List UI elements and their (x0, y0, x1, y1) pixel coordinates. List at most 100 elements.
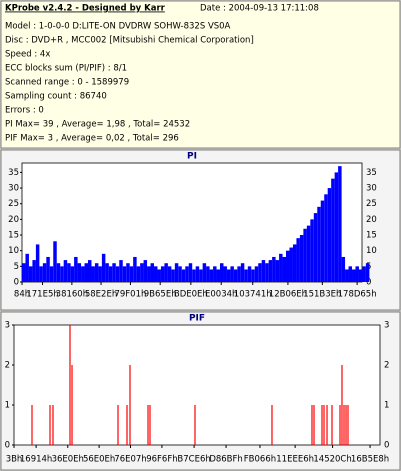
info-line: Speed : 4x (5, 50, 50, 60)
bar (195, 266, 200, 282)
bar (282, 256, 287, 282)
bar (209, 269, 214, 282)
bar (31, 405, 33, 445)
bar (150, 263, 155, 282)
bar (22, 263, 26, 282)
y-tick-label: 30 (8, 184, 19, 194)
bar (28, 266, 33, 282)
x-tick-label: B7CE6h (177, 455, 210, 465)
bar (292, 244, 297, 282)
y2-tick-label: 10 (366, 246, 377, 256)
bar (167, 266, 172, 282)
bar (247, 266, 252, 282)
bar (326, 405, 328, 445)
bar (69, 325, 71, 445)
bar (272, 256, 276, 282)
bar (129, 365, 131, 445)
bar (254, 266, 259, 282)
bar (84, 263, 89, 282)
bar (338, 166, 342, 282)
bar (154, 266, 158, 282)
y-tick-label: 10 (8, 246, 19, 256)
x-tick-label: 96F6Fh (146, 455, 177, 465)
bar (271, 405, 273, 445)
x-tick-label: 76E07h (114, 455, 146, 465)
bar (63, 260, 68, 282)
scan-date: Date : 2004-09-13 17:11:08 (200, 4, 319, 14)
x-tick-label: 16B5E8h (351, 455, 389, 465)
bar (101, 253, 106, 282)
y-tick-label: 5 (14, 262, 19, 272)
x-tick-label: 178D65h (338, 290, 377, 300)
bar (188, 263, 193, 282)
x-tick-label: 84h (14, 290, 30, 300)
bar (105, 263, 109, 282)
bar (126, 405, 128, 445)
bar (74, 256, 78, 282)
y-tick-label: 15 (8, 231, 19, 241)
x-tick-label: 38160h (56, 290, 88, 300)
bar (331, 405, 333, 445)
bar (261, 260, 266, 282)
bar (129, 266, 134, 282)
bar (112, 263, 116, 282)
bar (147, 266, 151, 282)
bar (258, 263, 262, 282)
bar (334, 172, 339, 282)
x-tick-label: FB066h (244, 455, 276, 465)
bar (339, 405, 341, 445)
bar (355, 266, 359, 282)
bar (327, 188, 332, 282)
bar (115, 266, 120, 282)
info-panel (0, 0, 401, 149)
bar (206, 266, 210, 282)
bar (181, 269, 186, 282)
bar (164, 263, 168, 282)
info-line: Model : 1-0-0-0 D:LITE-ON DVDRW SOHW-832… (5, 22, 231, 32)
bar (220, 263, 224, 282)
x-tick-label: BDE0Eh (174, 290, 208, 300)
bar (341, 256, 346, 282)
bar (53, 241, 57, 282)
info-line: PIF Max= 3 , Average= 0,02 , Total= 296 (5, 134, 179, 144)
x-tick-label: 171E5h (26, 290, 58, 300)
bar (192, 269, 196, 282)
bar (303, 228, 307, 282)
bar (133, 256, 137, 282)
bar (275, 260, 280, 282)
bar (77, 263, 82, 282)
chart-title: PIF (189, 314, 205, 324)
bar (343, 405, 345, 445)
x-tick-label: 36E0Eh (52, 455, 84, 465)
bar (345, 269, 349, 282)
x-tick-label: 16914h (20, 455, 52, 465)
bar (311, 405, 313, 445)
bar (136, 266, 141, 282)
bar (32, 260, 36, 282)
bar (331, 178, 335, 282)
x-tick-label: 58E2Eh (85, 290, 117, 300)
info-line: Errors : 0 (5, 106, 44, 116)
bar (49, 266, 54, 282)
bar (320, 200, 325, 282)
y2-tick-label: 15 (366, 231, 377, 241)
bar (46, 256, 50, 282)
bar (213, 266, 217, 282)
bar (345, 405, 347, 445)
bar (185, 266, 189, 282)
bar (35, 244, 40, 282)
bar (306, 225, 311, 282)
bar (71, 365, 73, 445)
info-line: Disc : DVD+R , MCC002 [Mitsubishi Chemic… (5, 36, 254, 46)
bar (341, 365, 343, 445)
bar (149, 405, 151, 445)
bar (240, 263, 245, 282)
y2-tick-label: 35 (366, 168, 377, 178)
bar (362, 266, 366, 282)
y-tick-label: 3 (5, 321, 10, 331)
x-tick-label: 12B06Eh (269, 290, 307, 300)
bar (194, 405, 196, 445)
bar (52, 405, 54, 445)
bar (321, 405, 323, 445)
bar (81, 266, 85, 282)
